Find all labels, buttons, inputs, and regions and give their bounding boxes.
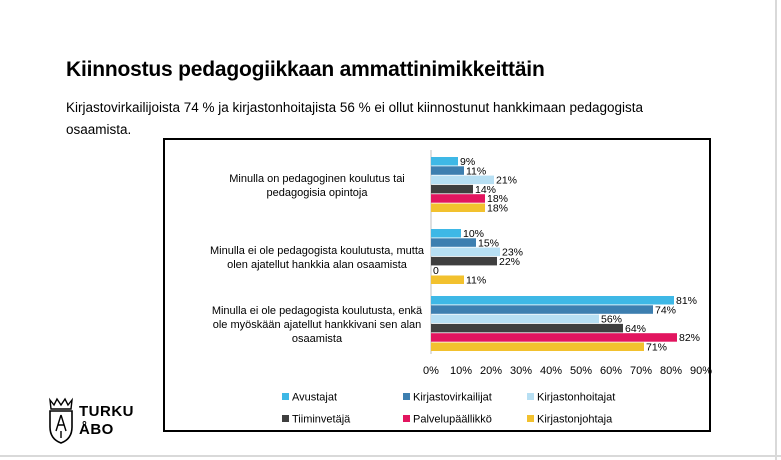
legend-label-palvelupäällikkö: Palvelupäällikkö [413, 414, 492, 426]
x-tick-label-40: 40% [540, 365, 562, 377]
x-tick-label-70: 70% [630, 365, 652, 377]
bar-3-kirjastonjohtaja [431, 342, 644, 351]
bar-3-palvelupäällikkö [431, 333, 677, 342]
bar-1-kirjastonjohtaja [431, 203, 485, 212]
category-label-3-line-3: osaamista [292, 333, 343, 345]
category-label-2-line-2: olen ajatellut hankkia alan osaamista [227, 259, 408, 271]
bar-2-kirjastonjohtaja [431, 275, 464, 284]
data-label-3-tiiminvetäjä: 64% [625, 323, 646, 335]
category-label-3-line-2: ole myöskään ajatellut hankkivani sen al… [213, 319, 422, 331]
data-label-1-palvelupäällikkö: 18% [487, 193, 508, 205]
legend-swatch-kirjastovirkailijat [403, 393, 410, 400]
bar-2-avustajat [431, 229, 461, 238]
slide-edge-right [775, 0, 777, 460]
bar-1-tiiminvetäjä [431, 184, 473, 194]
bar-2-kirjastovirkailijat [431, 238, 476, 247]
bar-1-kirjastonhoitajat [431, 175, 494, 185]
data-label-3-palvelupäällikkö: 82% [679, 332, 700, 344]
category-label-3-line-1: Minulla ei ole pedagogista koulutusta, e… [212, 305, 423, 317]
x-tick-label-60: 60% [600, 365, 622, 377]
data-label-1-kirjastonhoitajat: 21% [496, 175, 517, 187]
legend-swatch-kirjastonjohtaja [527, 415, 534, 422]
bar-3-avustajat [431, 296, 674, 305]
page-title: Kiinnostus pedagogiikkaan ammattinimikke… [66, 58, 545, 81]
data-label-3-kirjastovirkailijat: 74% [655, 304, 676, 316]
data-label-2-avustajat: 10% [463, 228, 484, 240]
chart-frame: Minulla on pedagoginen koulutus tai pedag… [163, 138, 712, 432]
slide-edge-bottom [0, 455, 781, 457]
legend-swatch-tiiminvetäjä [282, 415, 289, 422]
bar-1-palvelupäällikkö [431, 194, 485, 203]
turku-coat-of-arms-icon [49, 397, 73, 444]
turku-logo: TURKU ÅBO [46, 397, 146, 447]
data-label-1-kirjastovirkailijat: 11% [466, 165, 486, 177]
x-tick-label-20: 20% [480, 365, 502, 377]
legend-label-kirjastovirkailijat: Kirjastovirkailijat [413, 392, 492, 404]
legend-swatch-kirjastonhoitajat [527, 393, 534, 400]
category-label-1-line-1: Minulla on pedagoginen koulutus tai [229, 173, 405, 185]
data-label-1-kirjastonjohtaja: 18% [487, 203, 508, 215]
category-label-1-line-2: pedagogisia opintoja [267, 187, 369, 199]
bar-2-tiiminvetäjä [431, 256, 497, 266]
x-tick-label-90: 90% [690, 365, 712, 377]
data-label-2-kirjastovirkailijat: 15% [478, 237, 499, 249]
data-label-2-palvelupäällikkö: 0 [433, 265, 439, 277]
logo-text-abo: ÅBO [79, 421, 114, 438]
x-tick-label-10: 10% [450, 365, 472, 377]
data-label-3-avustajat: 81% [676, 295, 697, 307]
data-label-1-tiiminvetäjä: 14% [475, 184, 496, 196]
legend-label-kirjastonhoitajat: Kirjastonhoitajat [537, 392, 615, 404]
data-label-2-kirjastonjohtaja: 11% [466, 275, 486, 287]
data-label-1-avustajat: 9% [460, 156, 475, 168]
data-label-3-kirjastonhoitajat: 56% [601, 314, 622, 326]
page-subtitle: Kirjastovirkailijoista 74 % ja kirjaston… [66, 100, 644, 137]
legend-swatch-palvelupäällikkö [403, 415, 410, 422]
data-label-2-kirjastonhoitajat: 23% [502, 247, 523, 259]
bar-1-avustajat [431, 157, 458, 166]
logo-text-turku: TURKU [79, 403, 134, 420]
bar-2-kirjastonhoitajat [431, 247, 500, 257]
x-tick-label-80: 80% [660, 365, 682, 377]
legend-label-kirjastonjohtaja: Kirjastonjohtaja [537, 414, 613, 426]
x-tick-label-0: 0% [423, 365, 439, 377]
data-label-2-tiiminvetäjä: 22% [499, 256, 520, 268]
bar-1-kirjastovirkailijat [431, 166, 464, 175]
bar-3-tiiminvetäjä [431, 323, 623, 333]
x-tick-label-50: 50% [570, 365, 592, 377]
x-tick-label-30: 30% [510, 365, 532, 377]
legend-swatch-avustajat [282, 393, 289, 400]
bar-chart: Minulla on pedagoginen koulutus tai pedag… [210, 150, 712, 426]
bar-3-kirjastovirkailijat [431, 305, 653, 314]
data-label-3-kirjastonjohtaja: 71% [646, 342, 667, 354]
category-label-2-line-1: Minulla ei ole pedagogista koulutusta, m… [210, 245, 425, 257]
bar-3-kirjastonhoitajat [431, 314, 599, 324]
legend-label-avustajat: Avustajat [292, 392, 337, 404]
legend-label-tiiminvetäjä: Tiiminvetäjä [292, 414, 351, 426]
